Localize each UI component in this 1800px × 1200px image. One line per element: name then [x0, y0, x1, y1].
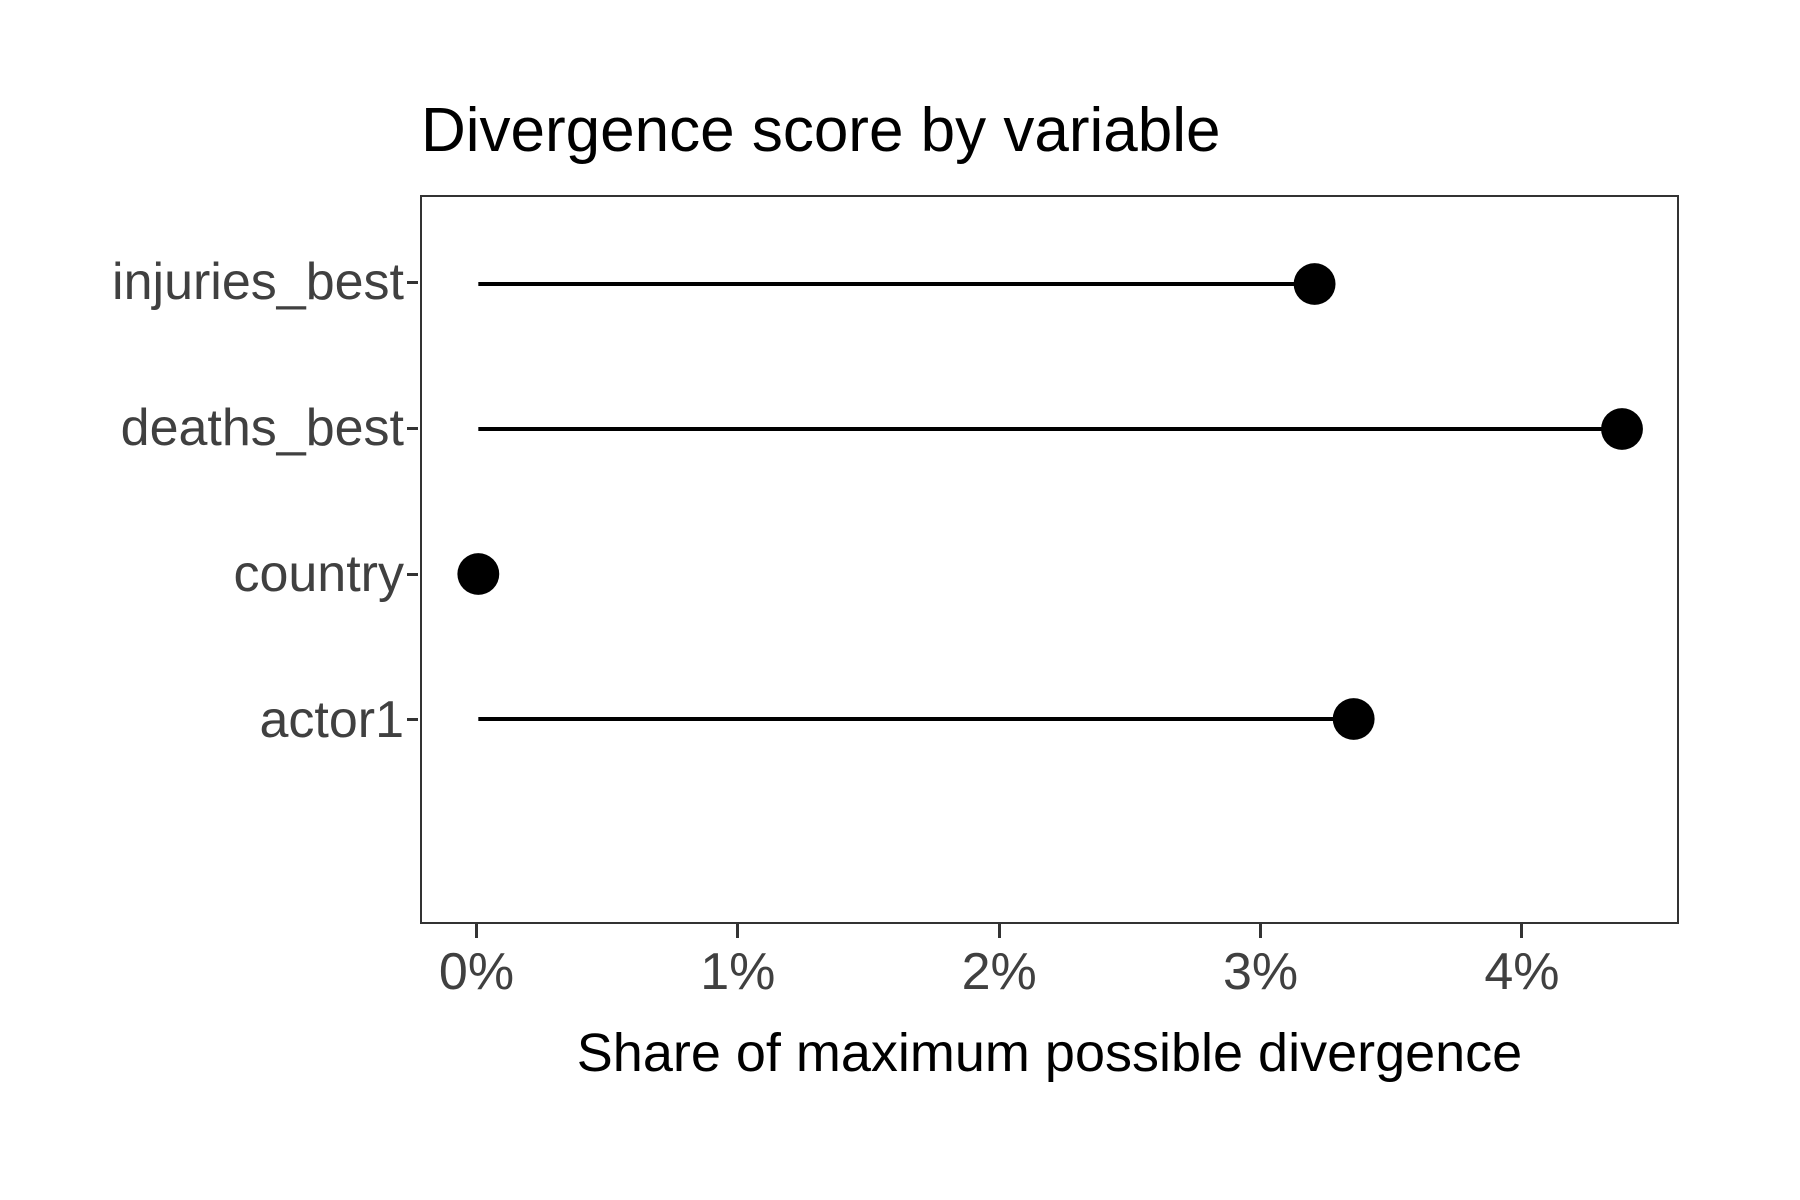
y-tick-mark: [407, 426, 418, 430]
x-axis-title: Share of maximum possible divergence: [576, 1023, 1523, 1083]
x-tick-mark: [736, 924, 740, 938]
y-tick-mark: [407, 280, 418, 284]
chart-title: Divergence score by variable: [421, 96, 1221, 165]
y-axis-label: deaths_best: [120, 399, 404, 458]
lollipop-point: [457, 553, 500, 595]
x-tick-mark: [1520, 924, 1524, 938]
y-axis-label: injuries_best: [112, 253, 404, 312]
x-tick-mark: [997, 924, 1001, 938]
lollipop-plot: [457, 263, 1643, 740]
plot-panel: [420, 195, 1679, 924]
x-tick-label: 4%: [1484, 943, 1560, 1001]
y-axis-label: country: [233, 545, 404, 604]
lollipop-point: [1601, 408, 1643, 450]
x-tick-label: 1%: [700, 943, 776, 1001]
y-axis-label: actor1: [259, 690, 404, 749]
x-tick-label: 2%: [961, 943, 1037, 1001]
x-tick-label: 3%: [1222, 943, 1299, 1001]
x-tick-mark: [475, 924, 478, 938]
x-tick-label: 0%: [438, 943, 515, 1001]
y-tick-mark: [407, 572, 418, 576]
lollipop-point: [1332, 698, 1375, 740]
lollipop-point: [1293, 263, 1336, 305]
y-tick-mark: [407, 718, 418, 722]
x-tick-mark: [1259, 924, 1263, 938]
